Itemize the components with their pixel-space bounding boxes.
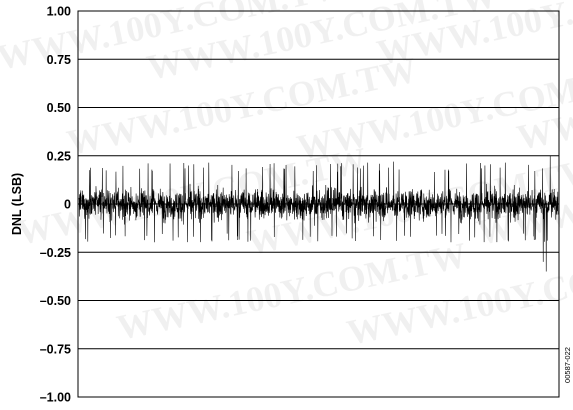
y-tick-label: –0.75 (40, 342, 71, 356)
y-tick-label: 0 (64, 198, 71, 212)
dnl-series-line (78, 155, 559, 272)
series-layer (78, 155, 559, 272)
y-tick-label: 0.25 (47, 149, 71, 163)
y-tick-label: 0.75 (47, 53, 71, 67)
figure-id-label: 00587-022 (563, 347, 572, 383)
watermark-layer: WWW.100Y.COM.TWWWW.100Y.COM.TWWWW.100Y.C… (0, 0, 573, 353)
y-tick-label: –0.50 (40, 294, 71, 308)
y-tick-label: –0.25 (40, 246, 71, 260)
y-tick-label: –1.00 (40, 391, 71, 405)
y-tick-label: 1.00 (47, 5, 71, 19)
y-tick-label: 0.50 (47, 101, 71, 115)
y-axis-title: DNL (LSB) (10, 173, 24, 235)
grid-lines (78, 58, 559, 350)
plot-frame (77, 10, 560, 398)
y-tick-labels: 1.00 0.75 0.50 0.25 0 –0.25 –0.50 –0.75 –1.00 (40, 5, 71, 405)
